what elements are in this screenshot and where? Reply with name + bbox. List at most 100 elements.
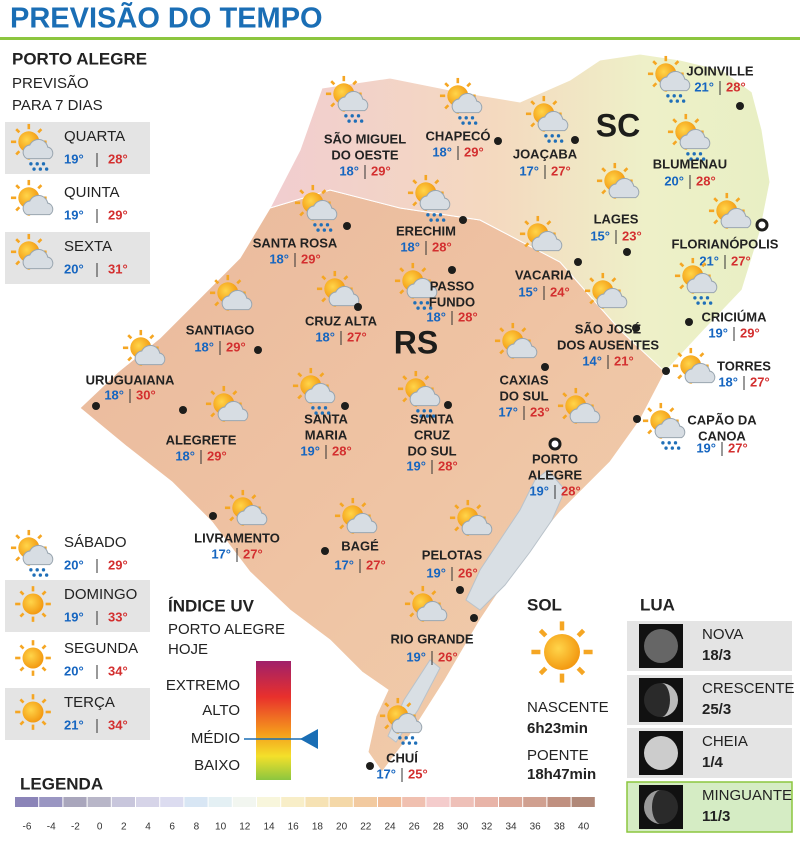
sunrise-label: NASCENTE (527, 699, 609, 716)
temp-max: 24° (550, 284, 570, 299)
page-title: PREVISÃO DO TEMPO (10, 1, 323, 35)
city-name: LIVRAMENTO (194, 530, 280, 545)
city-name: BAGÉ (341, 538, 379, 553)
temp-min: 18° (426, 309, 446, 324)
temp-max: 29° (207, 448, 227, 463)
legend-swatch (111, 797, 135, 807)
temp-min: 20° (64, 557, 84, 572)
temp-max: 29° (226, 339, 246, 354)
forecast-subtitle: PARA 7 DIAS (12, 97, 103, 114)
moon-icon (644, 736, 678, 770)
city-dot (343, 222, 351, 230)
legend-tick-label: 40 (578, 822, 590, 833)
temp-max: 28° (438, 458, 458, 473)
city-dot (254, 346, 262, 354)
temp-min: 18° (339, 163, 359, 178)
moon-phase-name: MINGUANTE (702, 787, 792, 804)
legend-swatch (378, 797, 402, 807)
legend-swatch (523, 797, 547, 807)
day-row: SEGUNDA 20° 34° (13, 638, 138, 679)
city: PELOTAS 19° 26° (422, 500, 492, 594)
moon-phase-date: 11/3 (702, 808, 730, 825)
temperature-legend: -6 -4 -2 0 2 4 6 8 10 12 14 16 18 20 22 24 26 28 30 32 34 36 3… (15, 797, 595, 833)
sc-shape (269, 53, 771, 373)
legend-tick-label: 28 (433, 822, 445, 833)
city-name: ALEGRE (528, 467, 583, 482)
temp-max: 23° (622, 228, 642, 243)
city-name: SANTA (410, 411, 454, 426)
city-name: SÃO JOSÉ (575, 321, 642, 336)
city-name: VACARIA (515, 267, 574, 282)
temp-min: 20° (664, 173, 684, 188)
sunset-time: 18h47min (527, 766, 596, 783)
city-name: JOAÇABA (513, 146, 578, 161)
temp-max: 27° (243, 546, 263, 561)
temp-max: 27° (347, 329, 367, 344)
city-name: RIO GRANDE (390, 631, 473, 646)
legend-swatch (450, 797, 474, 807)
temp-max: 28° (696, 173, 716, 188)
temp-min: 17° (519, 163, 539, 178)
city-name: CANOA (698, 428, 746, 443)
legend-swatch (184, 797, 208, 807)
legend-tick-label: 16 (288, 822, 300, 833)
moon-phase-name: CHEIA (702, 733, 748, 750)
uv-title: ÍNDICE UV (168, 596, 255, 615)
temp-max: 29° (464, 144, 484, 159)
temp-max: 33° (108, 609, 128, 624)
legend-swatch (15, 797, 39, 807)
temp-min: 19° (426, 565, 446, 580)
legend-swatch (136, 797, 160, 807)
legend-swatch (547, 797, 571, 807)
city-name: ERECHIM (396, 223, 456, 238)
city-dot (92, 402, 100, 410)
city-name: DO SUL (407, 443, 456, 458)
city-name: FUNDO (429, 294, 475, 309)
legend-swatch (63, 797, 87, 807)
temp-min: 18° (269, 251, 289, 266)
legend-swatch (305, 797, 329, 807)
legend-tick-label: 4 (145, 822, 151, 833)
weather-icon (11, 530, 53, 577)
temp-min: 15° (590, 228, 610, 243)
city-name: PORTO (532, 451, 578, 466)
legend-swatch (87, 797, 111, 807)
city-name: FLORIANÓPOLIS (672, 236, 779, 251)
moon-phase-name: CRESCENTE (702, 680, 795, 697)
day-temps: 20° 31° (64, 261, 128, 277)
city-dot (662, 367, 670, 375)
temp-max: 34° (108, 663, 128, 678)
temp-max: 28° (332, 443, 352, 458)
city-name: ALEGRETE (166, 432, 237, 447)
moon-phase-date: 25/3 (702, 701, 731, 718)
moon-phases: NOVA 18/3 CRESCENTE 25/3 CHEIA 1/4 MINGUANTE 11… (626, 621, 795, 833)
city-name: MARIA (305, 427, 348, 442)
legend-swatch (160, 797, 184, 807)
city: BAGÉ 17° 27° (321, 498, 386, 573)
city: BLUMENAU 20° 28° (653, 114, 727, 189)
legend-swatch (571, 797, 595, 807)
weather-icon (673, 348, 715, 384)
legend-tick-label: 24 (384, 822, 396, 833)
legend-tick-label: 10 (215, 822, 227, 833)
temp-max: 28° (726, 79, 746, 94)
day-name: TERÇA (64, 694, 115, 711)
city-name: CHUÍ (386, 750, 418, 765)
city-dot (571, 136, 579, 144)
city-name: CAPÃO DA (687, 412, 757, 427)
city-dot (366, 762, 374, 770)
forecast-city: PORTO ALEGRE (12, 49, 147, 68)
day-row: QUINTA 19° 29° (11, 180, 128, 223)
sunrise-time: 6h23min (527, 720, 588, 737)
capital-marker (755, 218, 769, 232)
city: JOAÇABA 17° 27° (513, 96, 579, 179)
temp-min: 20° (64, 261, 84, 276)
legend-title: LEGENDA (20, 774, 103, 793)
temp-max: 21° (614, 353, 634, 368)
